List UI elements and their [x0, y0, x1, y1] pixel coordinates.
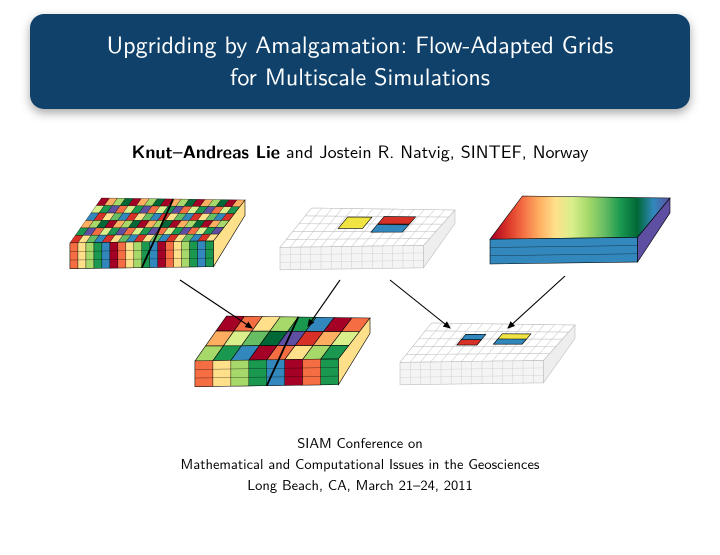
footer-line-3: Long Beach, CA, March 21–24, 2011 — [0, 474, 720, 495]
title-line-1: Upgridding by Amalgamation: Flow-Adapted… — [50, 28, 670, 60]
wireframe-with-two-patches — [400, 323, 575, 385]
author-rest: and Jostein R. Natvig, SINTEF, Norway — [280, 137, 589, 164]
author-bold: Knut–Andreas Lie — [132, 139, 280, 164]
diagram-svg — [30, 188, 690, 418]
footer: SIAM Conference on Mathematical and Comp… — [0, 432, 720, 495]
wireframe-with-coarse-blocks — [280, 208, 455, 270]
title-line-2: for Multiscale Simulations — [50, 60, 670, 92]
footer-line-1: SIAM Conference on — [0, 432, 720, 453]
title-box: Upgridding by Amalgamation: Flow-Adapted… — [30, 14, 690, 109]
fine-colored-grid — [70, 198, 245, 269]
diagram-figure — [30, 188, 690, 418]
authors-line: Knut–Andreas Lie and Jostein R. Natvig, … — [0, 137, 720, 164]
coarse-colored-grid — [195, 316, 370, 387]
footer-line-2: Mathematical and Computational Issues in… — [0, 453, 720, 474]
smooth-rainbow-surface — [490, 196, 670, 264]
